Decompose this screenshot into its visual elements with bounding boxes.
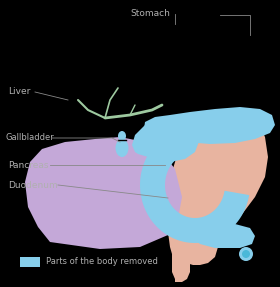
Text: Stomach: Stomach (130, 9, 170, 18)
Polygon shape (172, 242, 190, 282)
Text: Liver: Liver (8, 88, 30, 96)
Ellipse shape (115, 139, 129, 157)
Text: Duodenum: Duodenum (8, 181, 58, 189)
Polygon shape (140, 141, 249, 243)
Polygon shape (132, 119, 200, 162)
Polygon shape (193, 224, 255, 248)
Circle shape (242, 250, 250, 258)
Circle shape (239, 247, 253, 261)
Ellipse shape (118, 131, 126, 141)
Text: Gallbladder: Gallbladder (5, 133, 54, 143)
FancyBboxPatch shape (20, 257, 40, 267)
Polygon shape (144, 107, 275, 144)
Text: Parts of the body removed: Parts of the body removed (46, 257, 158, 267)
Text: Pancreas: Pancreas (8, 160, 48, 170)
Polygon shape (168, 109, 268, 265)
Polygon shape (25, 137, 182, 249)
